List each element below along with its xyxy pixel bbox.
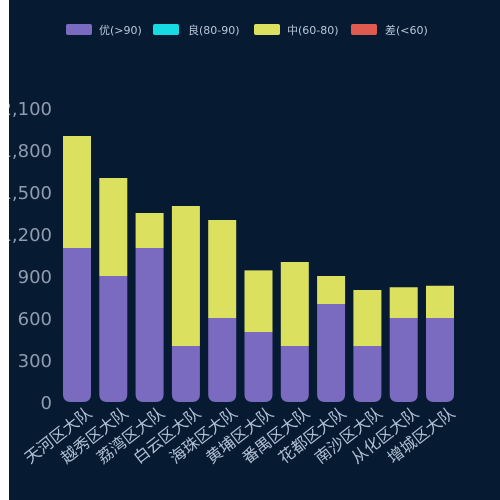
- bar-segment-4-series-2[interactable]: [208, 220, 237, 318]
- bar-segment-10-series-0[interactable]: [426, 318, 454, 402]
- bar-segment-5-series-0[interactable]: [244, 332, 273, 402]
- bar-segment-9-series-0[interactable]: [389, 318, 418, 402]
- bar-segment-6-series-0[interactable]: [280, 346, 309, 402]
- bar-segment-0-series-0[interactable]: [63, 248, 91, 402]
- bar-segment-10-series-2[interactable]: [426, 285, 454, 318]
- bar-segment-1-series-0[interactable]: [99, 276, 128, 402]
- bar-segment-9-series-2[interactable]: [389, 287, 418, 318]
- bar-segment-5-series-2[interactable]: [244, 270, 273, 332]
- bar-segment-4-series-0[interactable]: [208, 318, 237, 402]
- bar-segment-2-series-0[interactable]: [135, 248, 164, 402]
- legend-label-0[interactable]: 优(>90): [99, 24, 142, 37]
- plot-area: 03006009001,2001,5001,8002,100天河区大队越秀区大队…: [0, 99, 458, 467]
- y-tick-label: 2,100: [0, 99, 52, 120]
- y-tick-label: 0: [41, 393, 52, 414]
- legend-swatch-0[interactable]: [66, 24, 92, 35]
- legend-label-2[interactable]: 中(60-80): [287, 24, 339, 37]
- legend-swatch-1[interactable]: [153, 24, 179, 35]
- bar-segment-8-series-2[interactable]: [353, 290, 382, 346]
- bar-segment-2-series-2[interactable]: [135, 213, 164, 248]
- legend-swatch-2[interactable]: [254, 24, 280, 35]
- y-tick-label: 900: [18, 267, 52, 288]
- legend-label-1[interactable]: 良(80-90): [188, 23, 240, 37]
- bar-segment-3-series-0[interactable]: [171, 346, 200, 402]
- legend-swatch-3[interactable]: [351, 24, 377, 35]
- y-tick-label: 300: [18, 351, 52, 372]
- bar-segment-1-series-2[interactable]: [99, 178, 128, 276]
- y-tick-label: 1,200: [0, 225, 52, 246]
- y-tick-label: 1,800: [0, 141, 52, 162]
- legend: 优(>90) 良(80-90) 中(60-80) 差(<60): [66, 23, 428, 37]
- bar-segment-7-series-0[interactable]: [317, 304, 346, 402]
- bar-segment-3-series-2[interactable]: [171, 206, 200, 346]
- legend-label-3[interactable]: 差(<60): [385, 23, 428, 37]
- bar-segment-8-series-0[interactable]: [353, 346, 382, 402]
- y-tick-label: 1,500: [0, 183, 52, 204]
- bar-segment-7-series-2[interactable]: [317, 276, 346, 304]
- bar-segment-6-series-2[interactable]: [280, 262, 309, 346]
- y-tick-label: 600: [18, 309, 52, 330]
- bar-segment-0-series-2[interactable]: [63, 136, 91, 248]
